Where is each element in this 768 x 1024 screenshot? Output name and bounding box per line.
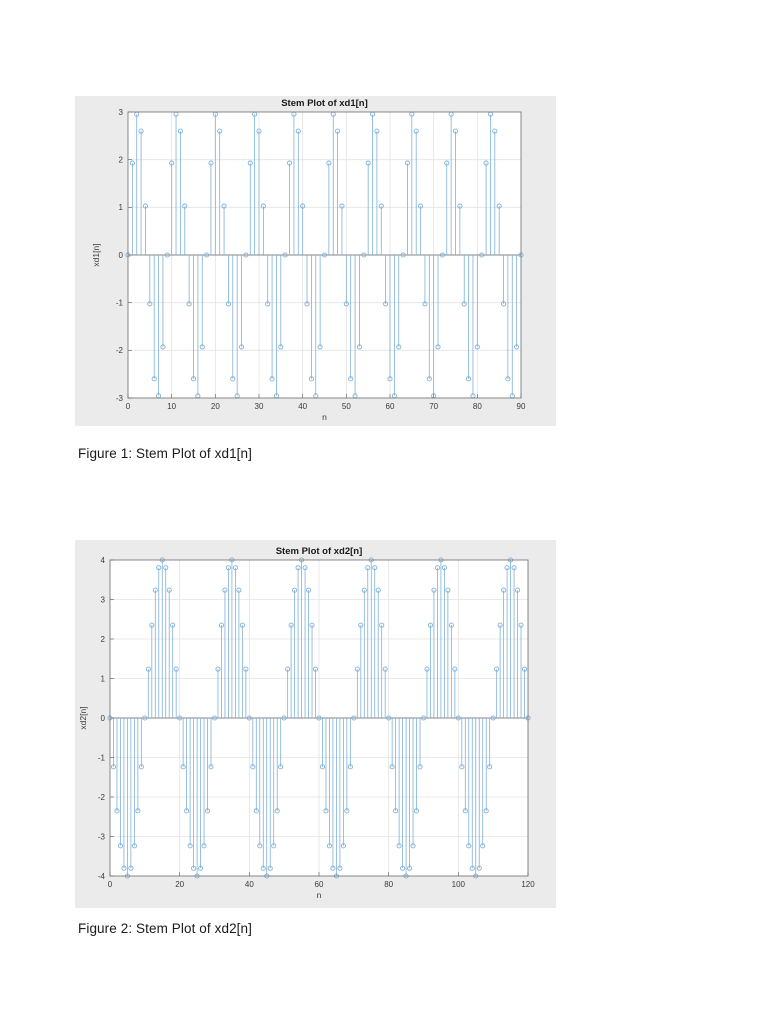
svg-text:-2: -2: [116, 346, 124, 355]
svg-text:-1: -1: [116, 298, 124, 307]
svg-text:40: 40: [245, 880, 254, 889]
svg-text:-3: -3: [98, 832, 106, 841]
svg-text:120: 120: [521, 880, 535, 889]
svg-text:3: 3: [101, 595, 106, 604]
svg-text:-2: -2: [98, 793, 106, 802]
svg-text:1: 1: [119, 203, 124, 212]
svg-text:80: 80: [384, 880, 393, 889]
svg-text:Stem Plot of xd2[n]: Stem Plot of xd2[n]: [276, 546, 363, 557]
svg-text:20: 20: [175, 880, 184, 889]
svg-text:10: 10: [167, 402, 176, 411]
svg-text:1: 1: [101, 674, 106, 683]
svg-text:3: 3: [119, 108, 124, 117]
figure-1-caption: Figure 1: Stem Plot of xd1[n]: [78, 446, 252, 461]
svg-text:-1: -1: [98, 753, 106, 762]
svg-text:n: n: [317, 890, 322, 900]
svg-text:Stem Plot of xd1[n]: Stem Plot of xd1[n]: [281, 98, 368, 109]
stem-plot-xd2: 0 20 40 60 80 100 120 -4 -3 -2 -1 0 1 2 3 4 Stem Plot of…: [78, 546, 535, 900]
svg-text:100: 100: [452, 880, 466, 889]
svg-text:40: 40: [298, 402, 307, 411]
svg-text:2: 2: [101, 635, 106, 644]
svg-text:xd1[n]: xd1[n]: [91, 243, 101, 266]
svg-text:60: 60: [315, 880, 324, 889]
svg-text:0: 0: [126, 402, 131, 411]
svg-text:90: 90: [517, 402, 526, 411]
figure-1-image: 0 10 20 30 40 50 60 70 80 90 -3 -2 -1 0 1 2 3 Stem Plot o…: [75, 96, 556, 426]
svg-text:-3: -3: [116, 394, 124, 403]
svg-text:xd2[n]: xd2[n]: [78, 706, 88, 729]
svg-text:2: 2: [119, 155, 124, 164]
svg-text:0: 0: [119, 251, 124, 260]
svg-text:20: 20: [211, 402, 220, 411]
svg-text:-4: -4: [98, 872, 106, 881]
svg-text:n: n: [322, 412, 327, 422]
svg-text:60: 60: [386, 402, 395, 411]
svg-text:30: 30: [255, 402, 264, 411]
svg-text:80: 80: [473, 402, 482, 411]
figure-2-caption: Figure 2: Stem Plot of xd2[n]: [78, 921, 252, 936]
svg-text:0: 0: [101, 714, 106, 723]
svg-text:70: 70: [429, 402, 438, 411]
figure-2-image: 0 20 40 60 80 100 120 -4 -3 -2 -1 0 1 2 3 4 Stem Plot of…: [75, 540, 556, 908]
svg-text:50: 50: [342, 402, 351, 411]
svg-text:4: 4: [101, 556, 106, 565]
svg-text:0: 0: [108, 880, 113, 889]
stem-plot-xd1: 0 10 20 30 40 50 60 70 80 90 -3 -2 -1 0 1 2 3 Stem Plot o…: [91, 98, 526, 422]
